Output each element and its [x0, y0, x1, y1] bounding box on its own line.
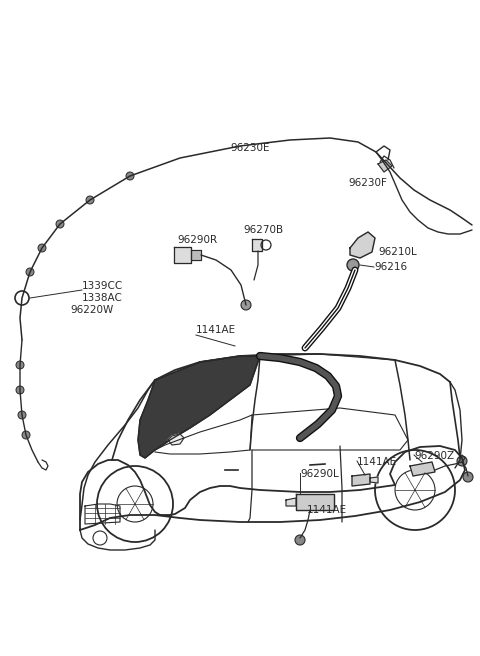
Text: 96270B: 96270B [243, 225, 283, 235]
Text: 1141AE: 1141AE [196, 325, 236, 335]
Text: 96220W: 96220W [70, 305, 113, 315]
Polygon shape [410, 462, 435, 476]
Circle shape [38, 244, 46, 252]
Circle shape [463, 472, 473, 482]
Polygon shape [138, 356, 260, 458]
Circle shape [18, 411, 26, 419]
Circle shape [56, 220, 64, 228]
Text: 96216: 96216 [374, 262, 407, 272]
Text: 96230E: 96230E [230, 143, 269, 153]
Circle shape [22, 431, 30, 439]
Text: 96290Z: 96290Z [414, 451, 454, 461]
Text: 96210L: 96210L [378, 247, 417, 257]
Polygon shape [352, 474, 370, 486]
Circle shape [457, 456, 467, 466]
Polygon shape [168, 434, 184, 445]
Circle shape [86, 196, 94, 204]
Circle shape [295, 535, 305, 545]
Text: 96290R: 96290R [177, 235, 217, 245]
Polygon shape [296, 494, 334, 510]
Circle shape [26, 268, 34, 276]
Polygon shape [370, 477, 378, 483]
Text: 1141AE: 1141AE [357, 457, 397, 467]
Polygon shape [286, 498, 296, 506]
Text: 1339CC: 1339CC [82, 281, 123, 291]
Text: 96290L: 96290L [300, 469, 339, 479]
Polygon shape [350, 232, 375, 258]
Text: 1338AC: 1338AC [82, 293, 123, 303]
Circle shape [16, 361, 24, 369]
Circle shape [347, 259, 359, 271]
Circle shape [241, 300, 251, 310]
Polygon shape [191, 250, 201, 260]
Polygon shape [252, 239, 262, 251]
Circle shape [16, 386, 24, 394]
Polygon shape [378, 160, 392, 172]
Text: 96230F: 96230F [348, 178, 387, 188]
Polygon shape [174, 247, 191, 263]
Text: 1141AE: 1141AE [307, 505, 347, 515]
Circle shape [126, 172, 134, 180]
